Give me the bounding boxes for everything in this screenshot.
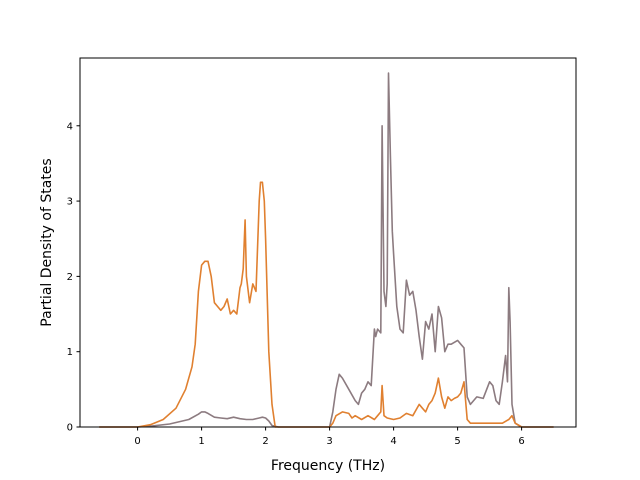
series-line-2 [99, 181, 554, 428]
series-line-1 [99, 72, 554, 428]
y-tick-label: 2 [67, 272, 73, 283]
x-tick-label: 5 [454, 436, 460, 447]
x-tick-label: 6 [518, 436, 524, 447]
x-tick-label: 1 [198, 436, 204, 447]
y-tick-label: 3 [67, 197, 73, 208]
y-tick-label: 4 [67, 121, 73, 132]
x-tick-label: 0 [134, 436, 140, 447]
y-tick-label: 1 [67, 347, 73, 358]
y-axis-ticks: 0 1 2 3 4 [67, 121, 80, 434]
plot-frame [79, 57, 577, 428]
plot-lines [99, 72, 554, 428]
x-tick-label: 3 [326, 436, 332, 447]
x-tick-label: 2 [262, 436, 268, 447]
x-axis-label: Frequency (THz) [271, 458, 385, 474]
y-tick-label: 0 [67, 423, 73, 434]
x-tick-label: 4 [390, 436, 396, 447]
y-axis-label: Partial Density of States [39, 158, 55, 326]
x-axis-ticks: 0 1 2 3 4 5 6 [134, 427, 525, 447]
